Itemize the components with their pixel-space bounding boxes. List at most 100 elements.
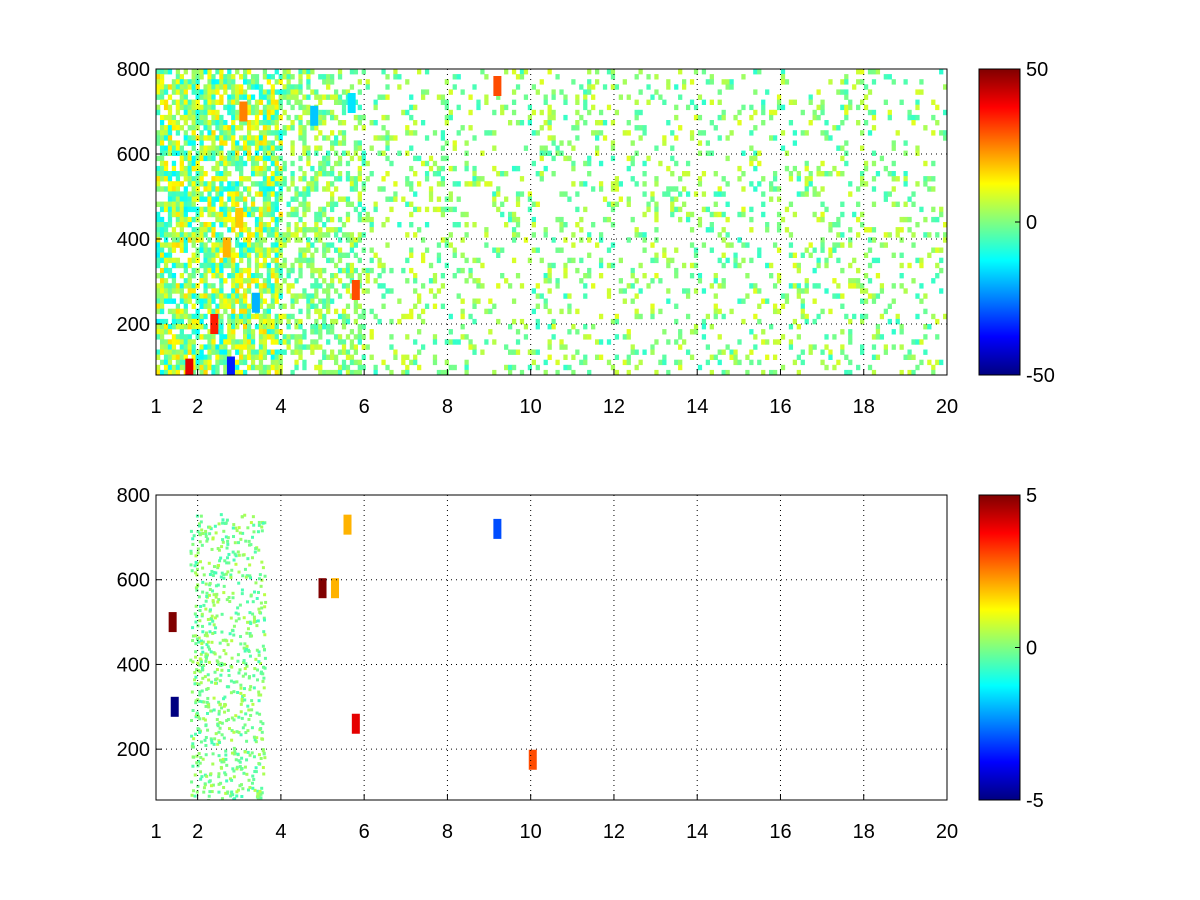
- heatmap-cell: [258, 339, 264, 345]
- heatmap-cell: [243, 145, 248, 151]
- heatmap-cell: [310, 324, 315, 330]
- heatmap-cell: [203, 145, 208, 151]
- heatmap-cell: [318, 74, 323, 80]
- heatmap-cell: [227, 216, 232, 223]
- heatmap-cell: [218, 702, 222, 706]
- heatmap-cell: [196, 551, 200, 555]
- heatmap-cell: [189, 551, 193, 555]
- heatmap-cell: [156, 262, 161, 269]
- heatmap-cell: [200, 614, 204, 618]
- heatmap-cell: [531, 288, 536, 294]
- heatmap-cell: [294, 298, 299, 304]
- heatmap-cell: [511, 216, 517, 223]
- heatmap-cell: [227, 673, 231, 677]
- heatmap-cell: [464, 222, 469, 228]
- heatmap-cell: [211, 262, 216, 269]
- heatmap-cell: [235, 69, 240, 75]
- heatmap-cell: [563, 273, 568, 279]
- heatmap-cell: [409, 252, 414, 258]
- heatmap-cell: [251, 786, 255, 790]
- heatmap-cell: [456, 222, 461, 228]
- heatmap-cell: [290, 160, 295, 167]
- heatmap-cell: [575, 267, 580, 274]
- heatmap-cell: [464, 364, 469, 371]
- heatmap-cell: [202, 603, 206, 607]
- heatmap-cell: [156, 349, 161, 355]
- heatmap-cell: [405, 278, 410, 284]
- heatmap-cell: [231, 191, 236, 197]
- heatmap-cell: [654, 237, 659, 243]
- heatmap-cell: [243, 79, 248, 85]
- heatmap-cell: [678, 206, 683, 213]
- heatmap-cell: [349, 262, 355, 269]
- heatmap-cell: [314, 324, 319, 330]
- heatmap-cell: [156, 84, 161, 90]
- heatmap-cell: [765, 354, 770, 360]
- heatmap-cell: [203, 313, 208, 320]
- heatmap-cell: [808, 120, 813, 126]
- heatmap-cell: [567, 293, 572, 299]
- heatmap-cell: [227, 257, 232, 264]
- heatmap-cell: [225, 685, 229, 689]
- heatmap-cell: [614, 186, 620, 192]
- heatmap-cell: [634, 125, 639, 131]
- heatmap-cell: [567, 155, 572, 162]
- heatmap-cell: [255, 711, 259, 715]
- heatmap-cell: [820, 201, 825, 207]
- heatmap-cell: [226, 542, 230, 546]
- heatmap-cell: [226, 536, 230, 540]
- heatmap-cell: [903, 288, 908, 294]
- heatmap-cell: [156, 369, 161, 375]
- heatmap-cell: [187, 257, 192, 264]
- heatmap-cell: [717, 283, 722, 289]
- heatmap-cell: [875, 257, 881, 264]
- heatmap-cell: [460, 252, 465, 258]
- heatmap-cell: [282, 339, 287, 345]
- heatmap-cell: [298, 344, 303, 350]
- heatmap-cell: [816, 171, 821, 177]
- heatmap-cell: [769, 114, 774, 121]
- heatmap-cell: [674, 114, 679, 121]
- heatmap-cell: [246, 79, 252, 85]
- heatmap-cell: [381, 359, 386, 366]
- heatmap-cell: [231, 257, 236, 264]
- heatmap-cell: [207, 94, 212, 100]
- heatmap-cell: [278, 104, 283, 111]
- heatmap-cell: [249, 622, 253, 626]
- heatmap-cell: [274, 354, 279, 360]
- heatmap-cell: [571, 181, 576, 187]
- heatmap-cell: [167, 293, 173, 299]
- heatmap-cell: [939, 247, 944, 253]
- heatmap-cell: [658, 359, 663, 366]
- heatmap-cell: [224, 773, 228, 777]
- heatmap-cell: [156, 201, 161, 207]
- heatmap-cell: [646, 206, 651, 213]
- heatmap-cell: [258, 222, 264, 228]
- heatmap-cell: [286, 222, 291, 228]
- heatmap-cell: [262, 89, 268, 95]
- heatmap-cell: [290, 267, 295, 274]
- heatmap-cell: [848, 359, 853, 366]
- heatmap-cell: [448, 232, 453, 238]
- heatmap-cell: [252, 735, 256, 739]
- heatmap-cell: [262, 135, 268, 141]
- heatmap-cell: [223, 359, 228, 366]
- heatmap-cell: [444, 242, 449, 248]
- heatmap-cell: [587, 89, 592, 95]
- heatmap-cell: [294, 211, 299, 218]
- heatmap-cell: [235, 283, 240, 289]
- heatmap-cell: [776, 227, 782, 233]
- heatmap-cell: [183, 354, 188, 360]
- heatmap-cell: [159, 140, 165, 146]
- heatmap-cell: [208, 622, 212, 626]
- heatmap-cell: [330, 318, 335, 325]
- heatmap-cell: [614, 334, 620, 340]
- heatmap-cell: [903, 140, 908, 146]
- heatmap-cell: [229, 616, 233, 620]
- heatmap-cell: [353, 318, 359, 325]
- heatmap-cell: [626, 334, 631, 340]
- heatmap-cell: [227, 227, 232, 233]
- heatmap-cell: [357, 216, 362, 223]
- heatmap-cell: [460, 125, 465, 131]
- heatmap-cell: [788, 171, 794, 177]
